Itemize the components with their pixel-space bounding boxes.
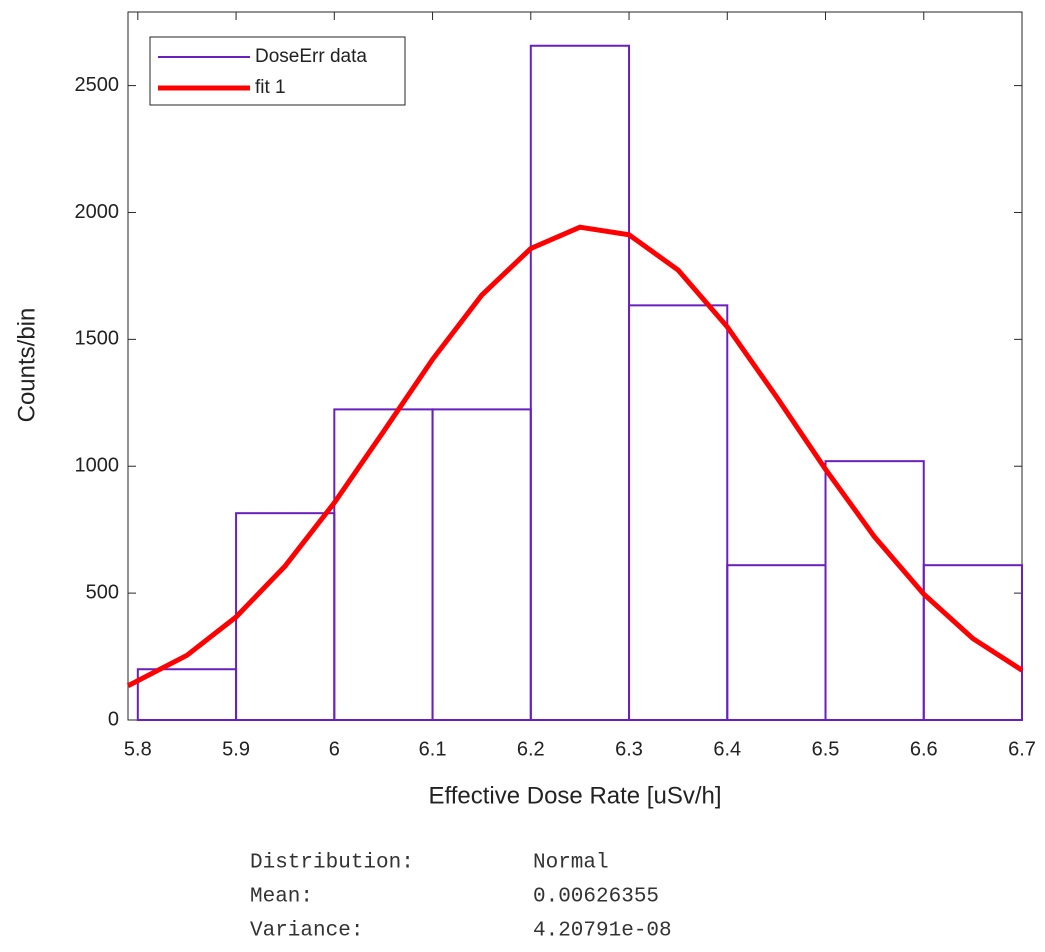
fit-curve <box>126 224 1024 688</box>
x-axis-label: Effective Dose Rate [uSv/h] <box>428 782 721 809</box>
plot-area <box>127 11 1023 721</box>
x-tick-label: 5.8 <box>124 738 152 760</box>
y-axis-label: Counts/bin <box>13 308 40 423</box>
info-label: Distribution: <box>250 852 414 875</box>
x-tick-label: 6.5 <box>812 738 840 760</box>
x-tick-label: 6.3 <box>615 738 643 760</box>
y-tick-label: 0 <box>108 708 119 730</box>
y-tick-label: 500 <box>86 581 119 603</box>
info-value: Normal <box>533 852 609 875</box>
x-tick-label: 6.1 <box>419 738 447 760</box>
legend-label: DoseErr data <box>255 46 367 67</box>
info-value: 0.00626355 <box>533 886 659 909</box>
x-tick-label: 6.4 <box>713 738 741 760</box>
info-value: 4.20791e-08 <box>533 920 672 943</box>
legend-box <box>149 36 406 106</box>
y-tick-label: 1500 <box>75 328 120 350</box>
x-tick-label: 6 <box>329 738 340 760</box>
info-label: Mean: <box>250 886 313 909</box>
x-tick-label: 5.9 <box>222 738 250 760</box>
y-tick-label: 2500 <box>75 74 120 96</box>
y-tick-label: 2000 <box>75 201 120 223</box>
x-tick-label: 6.7 <box>1008 738 1036 760</box>
histogram-bar <box>922 564 1023 721</box>
histogram-bar <box>628 304 729 721</box>
y-tick-label: 1000 <box>75 455 120 477</box>
legend-label: fit 1 <box>255 77 286 98</box>
info-label: Variance: <box>250 920 363 943</box>
x-tick-label: 6.2 <box>517 738 545 760</box>
x-tick-label: 6.6 <box>910 738 938 760</box>
